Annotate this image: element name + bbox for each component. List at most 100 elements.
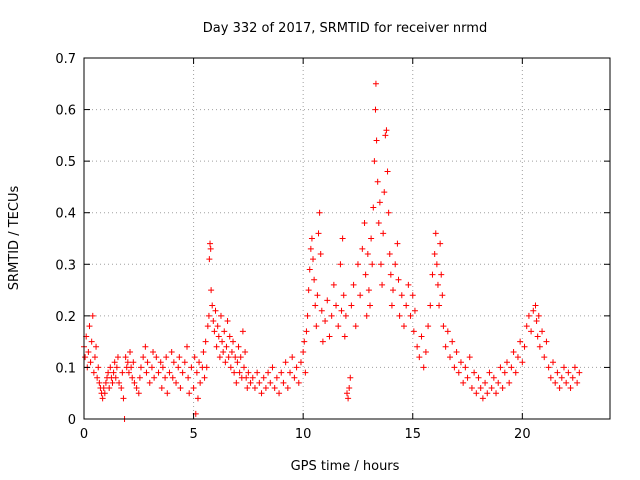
data-point: [488, 385, 495, 392]
data-point: [203, 364, 210, 371]
data-point: [244, 385, 251, 392]
data-point: [576, 369, 583, 376]
data-point: [455, 369, 462, 376]
data-point: [297, 359, 304, 366]
data-point: [571, 364, 578, 371]
data-point: [436, 302, 443, 309]
data-point: [176, 354, 183, 361]
data-point: [440, 323, 447, 330]
data-point: [543, 338, 550, 345]
data-point: [460, 379, 467, 386]
data-point: [221, 328, 228, 335]
data-point: [552, 379, 559, 386]
data-point: [217, 312, 224, 319]
data-point: [444, 328, 451, 335]
data-point: [533, 318, 540, 325]
data-point: [256, 379, 263, 386]
data-point: [193, 369, 200, 376]
data-point: [528, 328, 535, 335]
x-tick-label: 10: [295, 427, 312, 442]
data-point: [258, 390, 265, 397]
data-point: [225, 354, 232, 361]
data-point: [347, 374, 354, 381]
y-tick-label: 0: [68, 413, 76, 428]
data-point: [127, 348, 134, 355]
data-point: [560, 364, 567, 371]
grid-lines: [84, 58, 610, 419]
data-point: [226, 333, 233, 340]
data-point: [157, 359, 164, 366]
data-point: [365, 287, 372, 294]
data-point: [370, 204, 377, 211]
data-point: [209, 302, 216, 309]
data-point: [112, 374, 119, 381]
y-axis-label: SRMTID / TECUs: [7, 186, 22, 291]
data-point: [307, 245, 314, 252]
data-point: [350, 281, 357, 288]
x-tick-label: 5: [189, 427, 197, 442]
data-point: [220, 348, 227, 355]
data-point: [271, 385, 278, 392]
plot-frame: [83, 57, 611, 420]
data-point: [514, 354, 521, 361]
data-point: [374, 178, 381, 185]
data-point: [114, 354, 121, 361]
data-point: [394, 240, 401, 247]
data-point: [282, 359, 289, 366]
data-point: [243, 374, 250, 381]
data-point: [107, 364, 114, 371]
data-point: [303, 328, 310, 335]
data-point: [213, 343, 220, 350]
data-point: [333, 302, 340, 309]
data-point: [173, 379, 180, 386]
data-point: [368, 235, 375, 242]
data-point: [506, 379, 513, 386]
data-point: [100, 385, 107, 392]
data-point: [168, 348, 175, 355]
data-point: [382, 132, 389, 139]
data-point: [517, 338, 524, 345]
data-point: [352, 323, 359, 330]
data-point: [359, 245, 366, 252]
data-point: [169, 374, 176, 381]
data-point: [418, 333, 425, 340]
data-point: [361, 220, 368, 227]
data-point: [375, 220, 382, 227]
data-point: [547, 374, 554, 381]
data-point: [89, 312, 96, 319]
data-point: [222, 359, 229, 366]
data-point: [384, 168, 391, 175]
data-point: [486, 369, 493, 376]
data-point: [431, 250, 438, 257]
data-point: [125, 369, 132, 376]
data-point: [550, 359, 557, 366]
data-point: [409, 292, 416, 299]
data-point: [153, 354, 160, 361]
data-point: [185, 374, 192, 381]
data-point: [344, 390, 350, 397]
data-point: [197, 379, 204, 386]
data-point: [468, 385, 475, 392]
y-tick-label: 0.5: [55, 155, 76, 170]
data-point: [144, 359, 151, 366]
data-point: [159, 364, 166, 371]
data-point: [306, 266, 313, 273]
data-point: [231, 369, 238, 376]
data-point: [536, 343, 543, 350]
data-point: [135, 390, 142, 397]
data-point: [129, 374, 136, 381]
data-point: [202, 338, 209, 345]
data-point: [239, 328, 246, 335]
data-point: [400, 323, 407, 330]
data-point: [363, 312, 370, 319]
data-point: [293, 364, 300, 371]
data-point: [119, 369, 126, 376]
data-point: [451, 364, 458, 371]
data-point: [324, 297, 331, 304]
data-point: [188, 364, 195, 371]
data-point: [105, 369, 112, 376]
data-point: [383, 127, 390, 134]
data-point: [311, 276, 318, 283]
data-point: [414, 343, 421, 350]
